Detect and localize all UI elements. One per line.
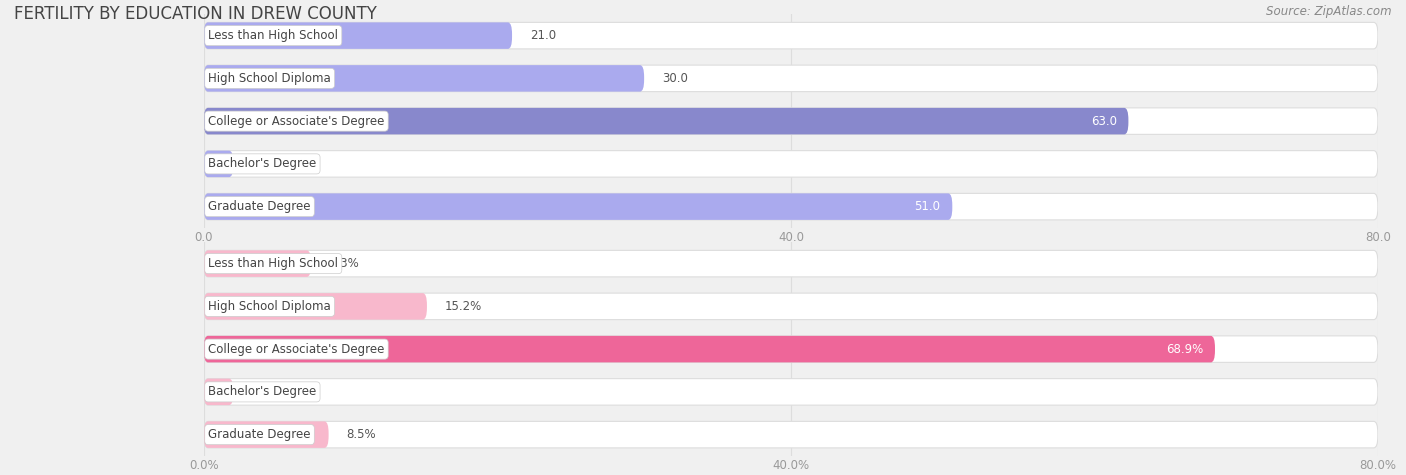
Text: 63.0: 63.0 xyxy=(1091,114,1116,128)
FancyBboxPatch shape xyxy=(204,293,427,320)
Text: College or Associate's Degree: College or Associate's Degree xyxy=(208,114,385,128)
FancyBboxPatch shape xyxy=(204,293,1378,320)
FancyBboxPatch shape xyxy=(204,421,1378,448)
Text: High School Diploma: High School Diploma xyxy=(208,72,330,85)
Text: 15.2%: 15.2% xyxy=(444,300,482,313)
FancyBboxPatch shape xyxy=(204,379,233,405)
Text: 7.3%: 7.3% xyxy=(329,257,359,270)
Text: Less than High School: Less than High School xyxy=(208,257,339,270)
FancyBboxPatch shape xyxy=(204,151,233,177)
Text: Graduate Degree: Graduate Degree xyxy=(208,200,311,213)
FancyBboxPatch shape xyxy=(204,336,1378,362)
FancyBboxPatch shape xyxy=(204,193,952,220)
Text: 0.0%: 0.0% xyxy=(222,385,252,399)
Text: Bachelor's Degree: Bachelor's Degree xyxy=(208,385,316,399)
Text: Graduate Degree: Graduate Degree xyxy=(208,428,311,441)
FancyBboxPatch shape xyxy=(204,151,1378,177)
FancyBboxPatch shape xyxy=(204,65,644,92)
FancyBboxPatch shape xyxy=(204,22,1378,49)
Text: FERTILITY BY EDUCATION IN DREW COUNTY: FERTILITY BY EDUCATION IN DREW COUNTY xyxy=(14,5,377,23)
FancyBboxPatch shape xyxy=(204,193,1378,220)
FancyBboxPatch shape xyxy=(204,379,1378,405)
Text: College or Associate's Degree: College or Associate's Degree xyxy=(208,342,385,356)
Text: 68.9%: 68.9% xyxy=(1166,342,1204,356)
FancyBboxPatch shape xyxy=(204,108,1129,134)
FancyBboxPatch shape xyxy=(204,108,1378,134)
Text: 0.0: 0.0 xyxy=(222,157,240,171)
FancyBboxPatch shape xyxy=(204,250,311,277)
Text: Less than High School: Less than High School xyxy=(208,29,339,42)
Text: 30.0: 30.0 xyxy=(662,72,688,85)
FancyBboxPatch shape xyxy=(204,22,512,49)
Text: 51.0: 51.0 xyxy=(914,200,941,213)
Text: Bachelor's Degree: Bachelor's Degree xyxy=(208,157,316,171)
Text: 8.5%: 8.5% xyxy=(346,428,375,441)
Text: 21.0: 21.0 xyxy=(530,29,555,42)
FancyBboxPatch shape xyxy=(204,65,1378,92)
FancyBboxPatch shape xyxy=(204,250,1378,277)
FancyBboxPatch shape xyxy=(204,336,1215,362)
Text: Source: ZipAtlas.com: Source: ZipAtlas.com xyxy=(1267,5,1392,18)
FancyBboxPatch shape xyxy=(204,421,329,448)
Text: High School Diploma: High School Diploma xyxy=(208,300,330,313)
